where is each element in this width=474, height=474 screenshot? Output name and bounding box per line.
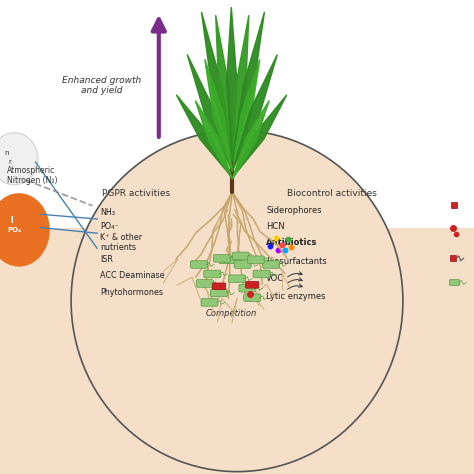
Text: K⁺ & other
nutrients: K⁺ & other nutrients <box>100 233 143 252</box>
Text: VOC: VOC <box>266 274 284 283</box>
FancyBboxPatch shape <box>244 294 261 301</box>
FancyBboxPatch shape <box>247 256 264 264</box>
Polygon shape <box>201 12 232 161</box>
Polygon shape <box>205 59 232 172</box>
FancyBboxPatch shape <box>239 284 256 292</box>
Bar <box>0 0 474 228</box>
Polygon shape <box>232 95 287 178</box>
Ellipse shape <box>71 130 403 472</box>
Text: Competition: Competition <box>206 310 257 318</box>
Polygon shape <box>227 7 237 159</box>
Text: n: n <box>5 150 9 156</box>
Polygon shape <box>232 12 264 161</box>
Text: ISR: ISR <box>100 255 113 264</box>
FancyBboxPatch shape <box>219 256 236 264</box>
FancyBboxPatch shape <box>196 280 213 287</box>
Bar <box>0 228 474 474</box>
Text: r: r <box>8 158 11 164</box>
Text: Enhanced growth
and yield: Enhanced growth and yield <box>62 76 142 95</box>
Text: ACC Deaminase: ACC Deaminase <box>100 272 165 280</box>
Polygon shape <box>187 55 232 171</box>
Polygon shape <box>232 55 277 171</box>
FancyBboxPatch shape <box>234 261 251 268</box>
FancyBboxPatch shape <box>212 283 226 290</box>
Text: PO₄: PO₄ <box>7 227 21 233</box>
Text: Biocontrol activities: Biocontrol activities <box>287 189 377 198</box>
FancyBboxPatch shape <box>201 299 218 306</box>
Text: PGPR activities: PGPR activities <box>102 189 171 198</box>
Text: Atmospheric
Nitrogen (N₂): Atmospheric Nitrogen (N₂) <box>7 166 58 185</box>
FancyBboxPatch shape <box>246 282 259 288</box>
FancyBboxPatch shape <box>253 270 270 278</box>
Text: HCN: HCN <box>266 222 285 231</box>
FancyBboxPatch shape <box>228 275 246 283</box>
Text: NH₃: NH₃ <box>100 208 116 217</box>
Polygon shape <box>216 15 232 161</box>
FancyBboxPatch shape <box>213 255 230 262</box>
Text: Antibiotics: Antibiotics <box>266 238 318 247</box>
FancyBboxPatch shape <box>449 280 460 285</box>
FancyBboxPatch shape <box>263 261 280 268</box>
Ellipse shape <box>0 193 50 266</box>
FancyBboxPatch shape <box>191 261 208 268</box>
Text: Biosurfactants: Biosurfactants <box>266 257 327 266</box>
Polygon shape <box>232 59 260 172</box>
Polygon shape <box>232 15 249 161</box>
Polygon shape <box>195 100 232 179</box>
Polygon shape <box>176 95 232 178</box>
Polygon shape <box>232 100 269 179</box>
FancyBboxPatch shape <box>204 270 221 278</box>
FancyBboxPatch shape <box>210 289 228 297</box>
Ellipse shape <box>0 133 38 185</box>
Text: Lytic enzymes: Lytic enzymes <box>266 292 326 301</box>
Text: PO₄⁻: PO₄⁻ <box>100 222 119 231</box>
Text: Phytohormones: Phytohormones <box>100 289 164 297</box>
Text: l: l <box>10 216 13 225</box>
FancyBboxPatch shape <box>232 252 249 260</box>
Text: Siderophores: Siderophores <box>266 207 322 215</box>
